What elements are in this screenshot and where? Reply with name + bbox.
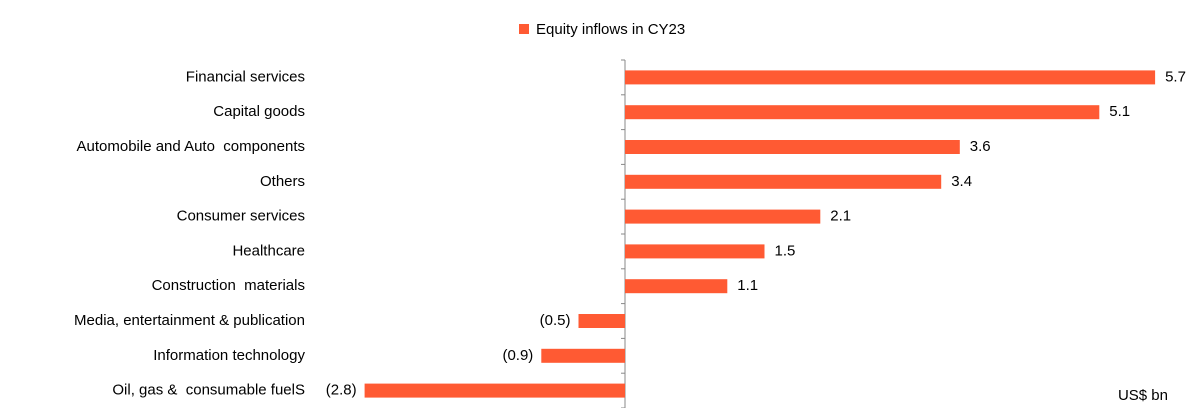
bar xyxy=(625,70,1156,85)
category-label: Oil, gas & consumable fuelS xyxy=(112,382,305,399)
value-label: 3.6 xyxy=(970,138,991,155)
bar xyxy=(625,174,942,189)
value-label: 3.4 xyxy=(951,173,972,190)
bar xyxy=(578,314,625,328)
category-label: Financial services xyxy=(186,68,305,85)
category-label: Consumer services xyxy=(177,208,305,225)
value-label: 5.1 xyxy=(1109,103,1130,120)
category-label: Automobile and Auto components xyxy=(77,138,306,155)
legend-label: Equity inflows in CY23 xyxy=(536,21,685,38)
value-label: (0.9) xyxy=(502,347,533,364)
bar xyxy=(625,279,728,294)
unit-annotation: US$ bn xyxy=(1118,387,1168,404)
bar xyxy=(364,383,625,398)
value-label: 2.1 xyxy=(830,208,851,225)
category-label: Information technology xyxy=(153,347,305,364)
bar xyxy=(625,105,1100,120)
category-label: Others xyxy=(260,173,305,190)
category-label: Construction materials xyxy=(152,277,305,294)
value-label: (0.5) xyxy=(540,312,571,329)
bar xyxy=(625,209,821,224)
category-label: Capital goods xyxy=(213,103,305,120)
value-label: 1.5 xyxy=(775,242,796,259)
value-label: 5.7 xyxy=(1165,68,1186,85)
bar xyxy=(625,244,765,259)
bar xyxy=(541,348,625,363)
value-label: 1.1 xyxy=(737,277,758,294)
category-label: Healthcare xyxy=(232,242,305,259)
bar xyxy=(625,140,960,154)
legend-swatch xyxy=(519,24,529,34)
category-label: Media, entertainment & publication xyxy=(74,312,305,329)
value-label: (2.8) xyxy=(326,382,357,399)
